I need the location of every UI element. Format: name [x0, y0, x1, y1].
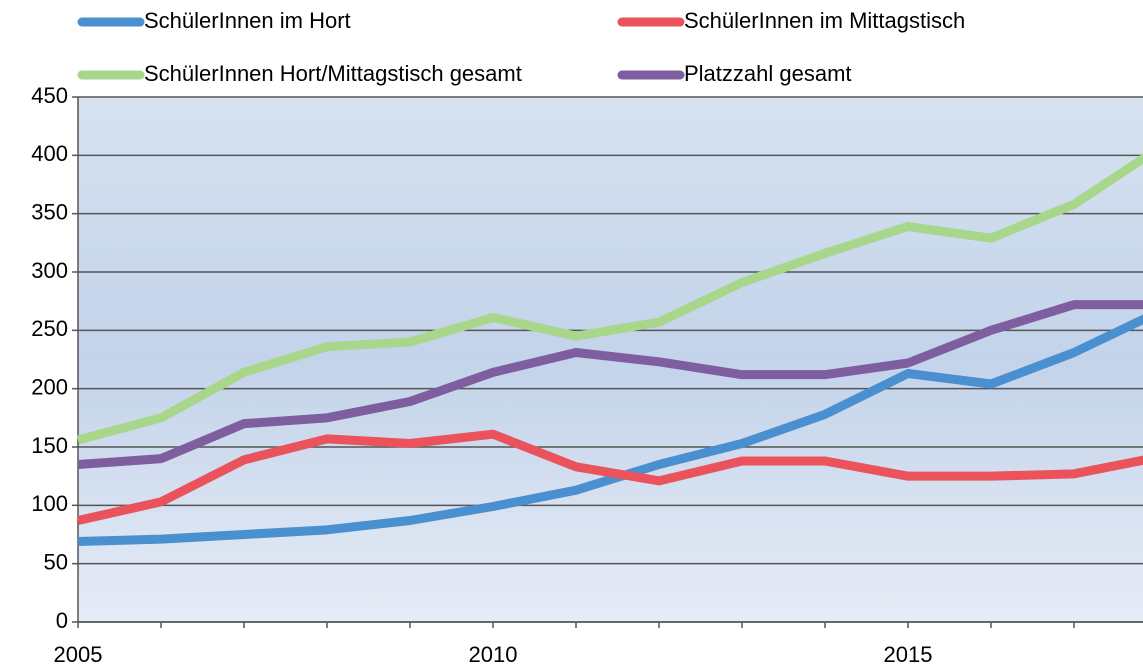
- y-tick-label: 350: [31, 199, 68, 224]
- y-tick-label: 100: [31, 491, 68, 516]
- y-tick-label: 0: [56, 608, 68, 633]
- x-tick-label: 2015: [884, 642, 933, 666]
- y-tick-label: 250: [31, 316, 68, 341]
- x-tick-label: 2010: [469, 642, 518, 666]
- series-line: [77, 300, 1143, 469]
- legend-label: Platzzahl gesamt: [684, 61, 852, 86]
- y-tick-label: 200: [31, 374, 68, 399]
- legend-label: SchülerInnen Hort/Mittagstisch gesamt: [144, 61, 522, 86]
- y-tick-label: 450: [31, 83, 68, 108]
- legend-label: SchülerInnen im Mittagstisch: [684, 8, 965, 33]
- x-tick-label: 2005: [54, 642, 103, 666]
- series-line: [77, 429, 1143, 525]
- y-tick-label: 300: [31, 258, 68, 283]
- plot-area: 0 50 100 150 200 250 300 350 400 450 2005 2010 2015: [31, 83, 1143, 666]
- y-tick-label: 150: [31, 433, 68, 458]
- legend-label: SchülerInnen im Hort: [144, 8, 351, 33]
- series-line: [76, 153, 1143, 445]
- y-tick-label: 400: [31, 141, 68, 166]
- y-tick-label: 50: [44, 549, 68, 574]
